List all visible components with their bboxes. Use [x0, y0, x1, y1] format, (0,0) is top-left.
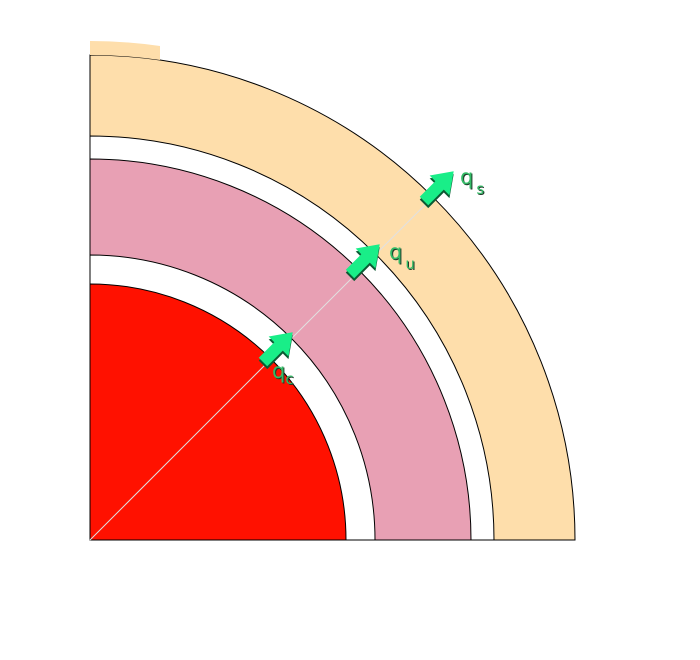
- outer-band-top: [90, 40, 160, 60]
- label-core-flux: qc: [272, 359, 294, 388]
- arrow-up-right-icon: [258, 332, 293, 367]
- label-core-flux-shadow: qc: [273, 360, 295, 389]
- middle-flux-arrow: [345, 244, 380, 282]
- outer-layer-top-extension: [90, 40, 160, 60]
- arrow-up-right-icon: [419, 171, 454, 206]
- outer-flux-arrow: [419, 171, 454, 209]
- arrow-up-right-icon: [345, 244, 380, 279]
- core-flux-arrow: [258, 332, 293, 370]
